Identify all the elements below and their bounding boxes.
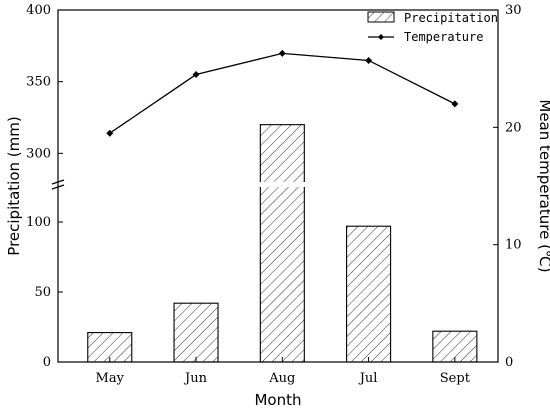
x-tick-label-jun: Jun: [183, 371, 208, 386]
y-tick-label-50: 50: [34, 285, 51, 300]
legend: Precipitation Temperature: [367, 11, 498, 44]
x-tick-label-may: May: [96, 371, 125, 386]
y2-tick-label-30: 30: [505, 3, 522, 18]
legend-precipitation-swatch: [367, 11, 395, 23]
y-tick-label-400: 400: [26, 3, 51, 18]
y2-tick-label-10: 10: [505, 238, 522, 253]
y2-tick-label-20: 20: [505, 120, 522, 135]
y-axis-title: Precipitation (mm): [5, 116, 23, 255]
temperature-line-layer: [106, 49, 459, 137]
precipitation-bar-jun: [173, 302, 219, 363]
legend-temperature-marker: [378, 34, 384, 40]
temperature-point-jun: [192, 71, 200, 79]
precipitation-bar-jul: [346, 225, 392, 363]
temperature-point-aug: [278, 49, 286, 57]
x-tick-label-jul: Jul: [358, 371, 378, 386]
temperature-point-jul: [365, 56, 373, 64]
y2-tick-label-0: 0: [505, 355, 513, 370]
legend-temperature-label: Temperature: [404, 30, 483, 44]
axis-break-gap: [52, 182, 493, 187]
temperature-point-sept: [451, 100, 459, 108]
legend-precipitation-label: Precipitation: [404, 11, 498, 25]
y2-axis-title: Mean temperature (℃): [536, 99, 550, 272]
plot-frame: [57, 9, 499, 363]
x-axis-title: Month: [254, 391, 301, 409]
x-tick-label-aug: Aug: [268, 371, 295, 386]
temperature-point-may: [106, 129, 114, 137]
y-tick-label-350: 350: [26, 75, 51, 90]
y-tick-label-0: 0: [43, 355, 51, 370]
y-tick-label-300: 300: [26, 146, 51, 161]
y-tick-label-100: 100: [26, 215, 51, 230]
x-tick-label-sept: Sept: [440, 371, 471, 386]
precipitation-bar-sept: [432, 330, 478, 363]
ticks-layer: 0 50 100 300 350 400 0 10 20 30 May Jun Aug Jul Sept: [26, 3, 521, 386]
precipitation-bar-aug: [259, 124, 305, 363]
bars-layer: [87, 124, 478, 363]
temperature-line: [109, 52, 456, 134]
